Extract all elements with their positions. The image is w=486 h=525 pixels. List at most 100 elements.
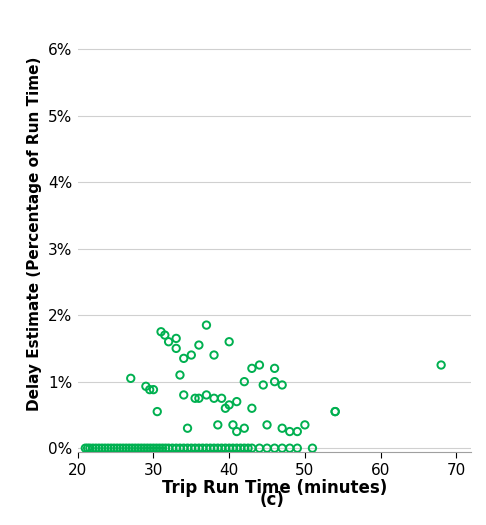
Point bbox=[176, 371, 184, 379]
Point bbox=[95, 444, 103, 453]
Point bbox=[122, 444, 130, 453]
Point bbox=[191, 394, 199, 403]
Point bbox=[113, 444, 121, 453]
Point bbox=[188, 444, 195, 453]
Point bbox=[286, 427, 294, 436]
Point bbox=[233, 444, 241, 453]
Point bbox=[156, 444, 163, 453]
Point bbox=[161, 331, 169, 339]
Point bbox=[263, 444, 271, 453]
Point bbox=[135, 444, 142, 453]
Point bbox=[110, 444, 118, 453]
Point bbox=[248, 444, 256, 453]
Point bbox=[162, 444, 170, 453]
Point bbox=[184, 424, 191, 433]
Point bbox=[226, 444, 233, 453]
Point bbox=[188, 351, 195, 359]
Point bbox=[294, 444, 301, 453]
Point bbox=[271, 364, 278, 373]
Point bbox=[233, 427, 241, 436]
Point bbox=[331, 407, 339, 416]
Point bbox=[222, 404, 229, 413]
Point bbox=[195, 444, 203, 453]
Point bbox=[150, 444, 157, 453]
Point bbox=[229, 444, 237, 453]
Point bbox=[214, 421, 222, 429]
Point bbox=[165, 444, 173, 453]
Point bbox=[147, 444, 155, 453]
Point bbox=[256, 361, 263, 369]
Point bbox=[241, 424, 248, 433]
Point bbox=[214, 444, 222, 453]
Point bbox=[203, 321, 210, 329]
Point bbox=[89, 444, 97, 453]
Point bbox=[241, 377, 248, 386]
Point bbox=[184, 444, 191, 453]
Point bbox=[180, 391, 188, 399]
Point bbox=[331, 407, 339, 416]
Point bbox=[191, 444, 199, 453]
Point bbox=[210, 351, 218, 359]
Point bbox=[210, 394, 218, 403]
Point bbox=[101, 444, 109, 453]
Point bbox=[176, 444, 184, 453]
Point bbox=[309, 444, 316, 453]
Point bbox=[195, 394, 203, 403]
Point bbox=[248, 364, 256, 373]
Point bbox=[278, 381, 286, 389]
Point bbox=[128, 444, 136, 453]
Y-axis label: Delay Estimate (Percentage of Run Time): Delay Estimate (Percentage of Run Time) bbox=[27, 57, 42, 411]
Point bbox=[86, 444, 94, 453]
Point bbox=[107, 444, 115, 453]
Point bbox=[172, 444, 180, 453]
Point bbox=[226, 338, 233, 346]
Point bbox=[125, 444, 133, 453]
Point bbox=[172, 334, 180, 343]
Point bbox=[127, 374, 135, 383]
Point bbox=[226, 401, 233, 409]
Point bbox=[294, 427, 301, 436]
Point bbox=[437, 361, 445, 369]
Text: (c): (c) bbox=[260, 491, 285, 509]
Point bbox=[271, 377, 278, 386]
Point bbox=[119, 444, 127, 453]
Point bbox=[143, 444, 151, 453]
Point bbox=[222, 444, 229, 453]
Point bbox=[256, 444, 263, 453]
Point bbox=[263, 421, 271, 429]
Point bbox=[131, 444, 139, 453]
Point bbox=[244, 444, 252, 453]
Point bbox=[116, 444, 124, 453]
Point bbox=[199, 444, 207, 453]
Point bbox=[195, 341, 203, 349]
Point bbox=[157, 328, 165, 336]
Point bbox=[154, 407, 161, 416]
Point bbox=[260, 381, 267, 389]
Point bbox=[98, 444, 106, 453]
Point bbox=[207, 444, 214, 453]
Point bbox=[301, 421, 309, 429]
Point bbox=[233, 397, 241, 406]
Point bbox=[271, 444, 278, 453]
Point bbox=[153, 444, 160, 453]
Point bbox=[180, 354, 188, 363]
Point bbox=[241, 444, 248, 453]
Point bbox=[229, 421, 237, 429]
Point bbox=[286, 444, 294, 453]
Point bbox=[142, 382, 150, 391]
Point bbox=[165, 338, 173, 346]
Point bbox=[278, 444, 286, 453]
Point bbox=[203, 391, 210, 399]
Point bbox=[158, 444, 166, 453]
Point bbox=[278, 424, 286, 433]
Point bbox=[150, 385, 157, 394]
Point bbox=[82, 444, 89, 453]
Point bbox=[203, 444, 210, 453]
Point bbox=[138, 444, 145, 453]
Point bbox=[237, 444, 244, 453]
Point bbox=[104, 444, 112, 453]
Point bbox=[84, 444, 91, 453]
Point bbox=[248, 404, 256, 413]
Point bbox=[92, 444, 100, 453]
Point bbox=[180, 444, 188, 453]
